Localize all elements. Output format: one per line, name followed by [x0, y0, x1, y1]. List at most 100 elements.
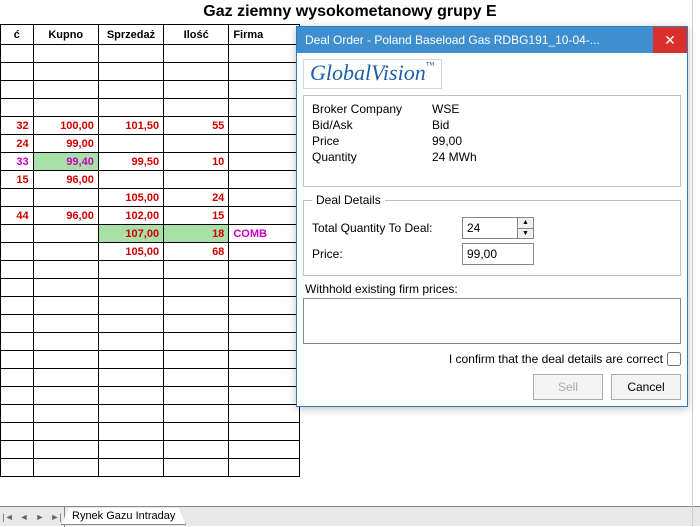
cell[interactable]: 10	[164, 153, 229, 171]
cell[interactable]	[33, 441, 98, 459]
table-row[interactable]: 1596,00	[1, 171, 300, 189]
sheet-nav-prev-icon[interactable]: ◄	[16, 507, 32, 527]
cell[interactable]	[229, 279, 300, 297]
sheet-nav-last-icon[interactable]: ►|	[48, 507, 64, 527]
col-header-firm[interactable]: Firma	[229, 25, 300, 45]
cell[interactable]: 99,50	[98, 153, 163, 171]
cell[interactable]: 99,40	[33, 153, 98, 171]
cell[interactable]	[229, 261, 300, 279]
cell[interactable]	[33, 99, 98, 117]
cell[interactable]	[33, 189, 98, 207]
cell[interactable]	[1, 189, 34, 207]
cell[interactable]	[229, 63, 300, 81]
cell[interactable]	[164, 315, 229, 333]
sheet-nav-first-icon[interactable]: |◄	[0, 507, 16, 527]
col-header-id[interactable]: ć	[1, 25, 34, 45]
cell[interactable]	[164, 405, 229, 423]
cell[interactable]: 102,00	[98, 207, 163, 225]
cell[interactable]	[229, 297, 300, 315]
cell[interactable]	[33, 225, 98, 243]
dialog-titlebar[interactable]: Deal Order - Poland Baseload Gas RDBG191…	[297, 27, 687, 53]
table-row[interactable]	[1, 99, 300, 117]
cell[interactable]	[33, 81, 98, 99]
table-row[interactable]	[1, 351, 300, 369]
cell[interactable]	[98, 459, 163, 477]
cell[interactable]	[164, 369, 229, 387]
spinner-down-icon[interactable]: ▼	[518, 229, 533, 239]
cell[interactable]	[1, 45, 34, 63]
table-row[interactable]	[1, 81, 300, 99]
cell[interactable]	[33, 405, 98, 423]
cell[interactable]	[1, 63, 34, 81]
cell[interactable]	[98, 441, 163, 459]
table-row[interactable]	[1, 45, 300, 63]
cell[interactable]	[229, 243, 300, 261]
cell[interactable]: COMB	[229, 225, 300, 243]
cell[interactable]	[98, 279, 163, 297]
table-row[interactable]	[1, 441, 300, 459]
cell[interactable]	[164, 279, 229, 297]
cell[interactable]	[33, 315, 98, 333]
cell[interactable]	[229, 153, 300, 171]
cell[interactable]	[164, 297, 229, 315]
cell[interactable]	[229, 369, 300, 387]
table-row[interactable]	[1, 387, 300, 405]
cell[interactable]	[98, 45, 163, 63]
cell[interactable]	[229, 333, 300, 351]
cell[interactable]	[1, 441, 34, 459]
table-row[interactable]: 2499,00	[1, 135, 300, 153]
table-row[interactable]	[1, 63, 300, 81]
cell[interactable]	[33, 333, 98, 351]
cell[interactable]	[33, 369, 98, 387]
close-icon[interactable]: ✕	[653, 27, 687, 53]
table-row[interactable]	[1, 261, 300, 279]
cell[interactable]	[1, 279, 34, 297]
cell[interactable]	[33, 261, 98, 279]
cell[interactable]	[1, 315, 34, 333]
cell[interactable]	[1, 225, 34, 243]
cell[interactable]	[33, 243, 98, 261]
cell[interactable]	[33, 423, 98, 441]
cell[interactable]	[1, 459, 34, 477]
cell[interactable]	[98, 405, 163, 423]
cell[interactable]: 44	[1, 207, 34, 225]
cell[interactable]: 32	[1, 117, 34, 135]
cell[interactable]	[164, 333, 229, 351]
cell[interactable]	[98, 63, 163, 81]
cell[interactable]	[229, 405, 300, 423]
cell[interactable]: 105,00	[98, 189, 163, 207]
col-header-qty[interactable]: Ilość	[164, 25, 229, 45]
cell[interactable]	[1, 387, 34, 405]
cell[interactable]	[164, 261, 229, 279]
cell[interactable]	[229, 117, 300, 135]
table-row[interactable]	[1, 423, 300, 441]
price-input[interactable]	[462, 243, 534, 265]
withhold-listbox[interactable]	[303, 298, 681, 344]
cell[interactable]	[33, 297, 98, 315]
cell[interactable]	[164, 171, 229, 189]
cell[interactable]	[1, 369, 34, 387]
cell[interactable]: 55	[164, 117, 229, 135]
table-row[interactable]: 4496,00102,0015	[1, 207, 300, 225]
cell[interactable]	[164, 45, 229, 63]
cell[interactable]	[98, 333, 163, 351]
cell[interactable]	[164, 63, 229, 81]
cell[interactable]	[98, 423, 163, 441]
cell[interactable]	[98, 369, 163, 387]
cell[interactable]	[98, 261, 163, 279]
cell[interactable]	[98, 315, 163, 333]
cell[interactable]	[229, 351, 300, 369]
cell[interactable]: 100,00	[33, 117, 98, 135]
cell[interactable]	[229, 459, 300, 477]
col-header-sell[interactable]: Sprzedaż	[98, 25, 163, 45]
table-row[interactable]	[1, 405, 300, 423]
sell-button[interactable]: Sell	[533, 374, 603, 400]
cell[interactable]: 15	[164, 207, 229, 225]
cell[interactable]	[164, 351, 229, 369]
table-row[interactable]	[1, 297, 300, 315]
cell[interactable]: 33	[1, 153, 34, 171]
cancel-button[interactable]: Cancel	[611, 374, 681, 400]
table-row[interactable]: 3399,4099,5010	[1, 153, 300, 171]
cell[interactable]: 24	[164, 189, 229, 207]
table-row[interactable]	[1, 369, 300, 387]
